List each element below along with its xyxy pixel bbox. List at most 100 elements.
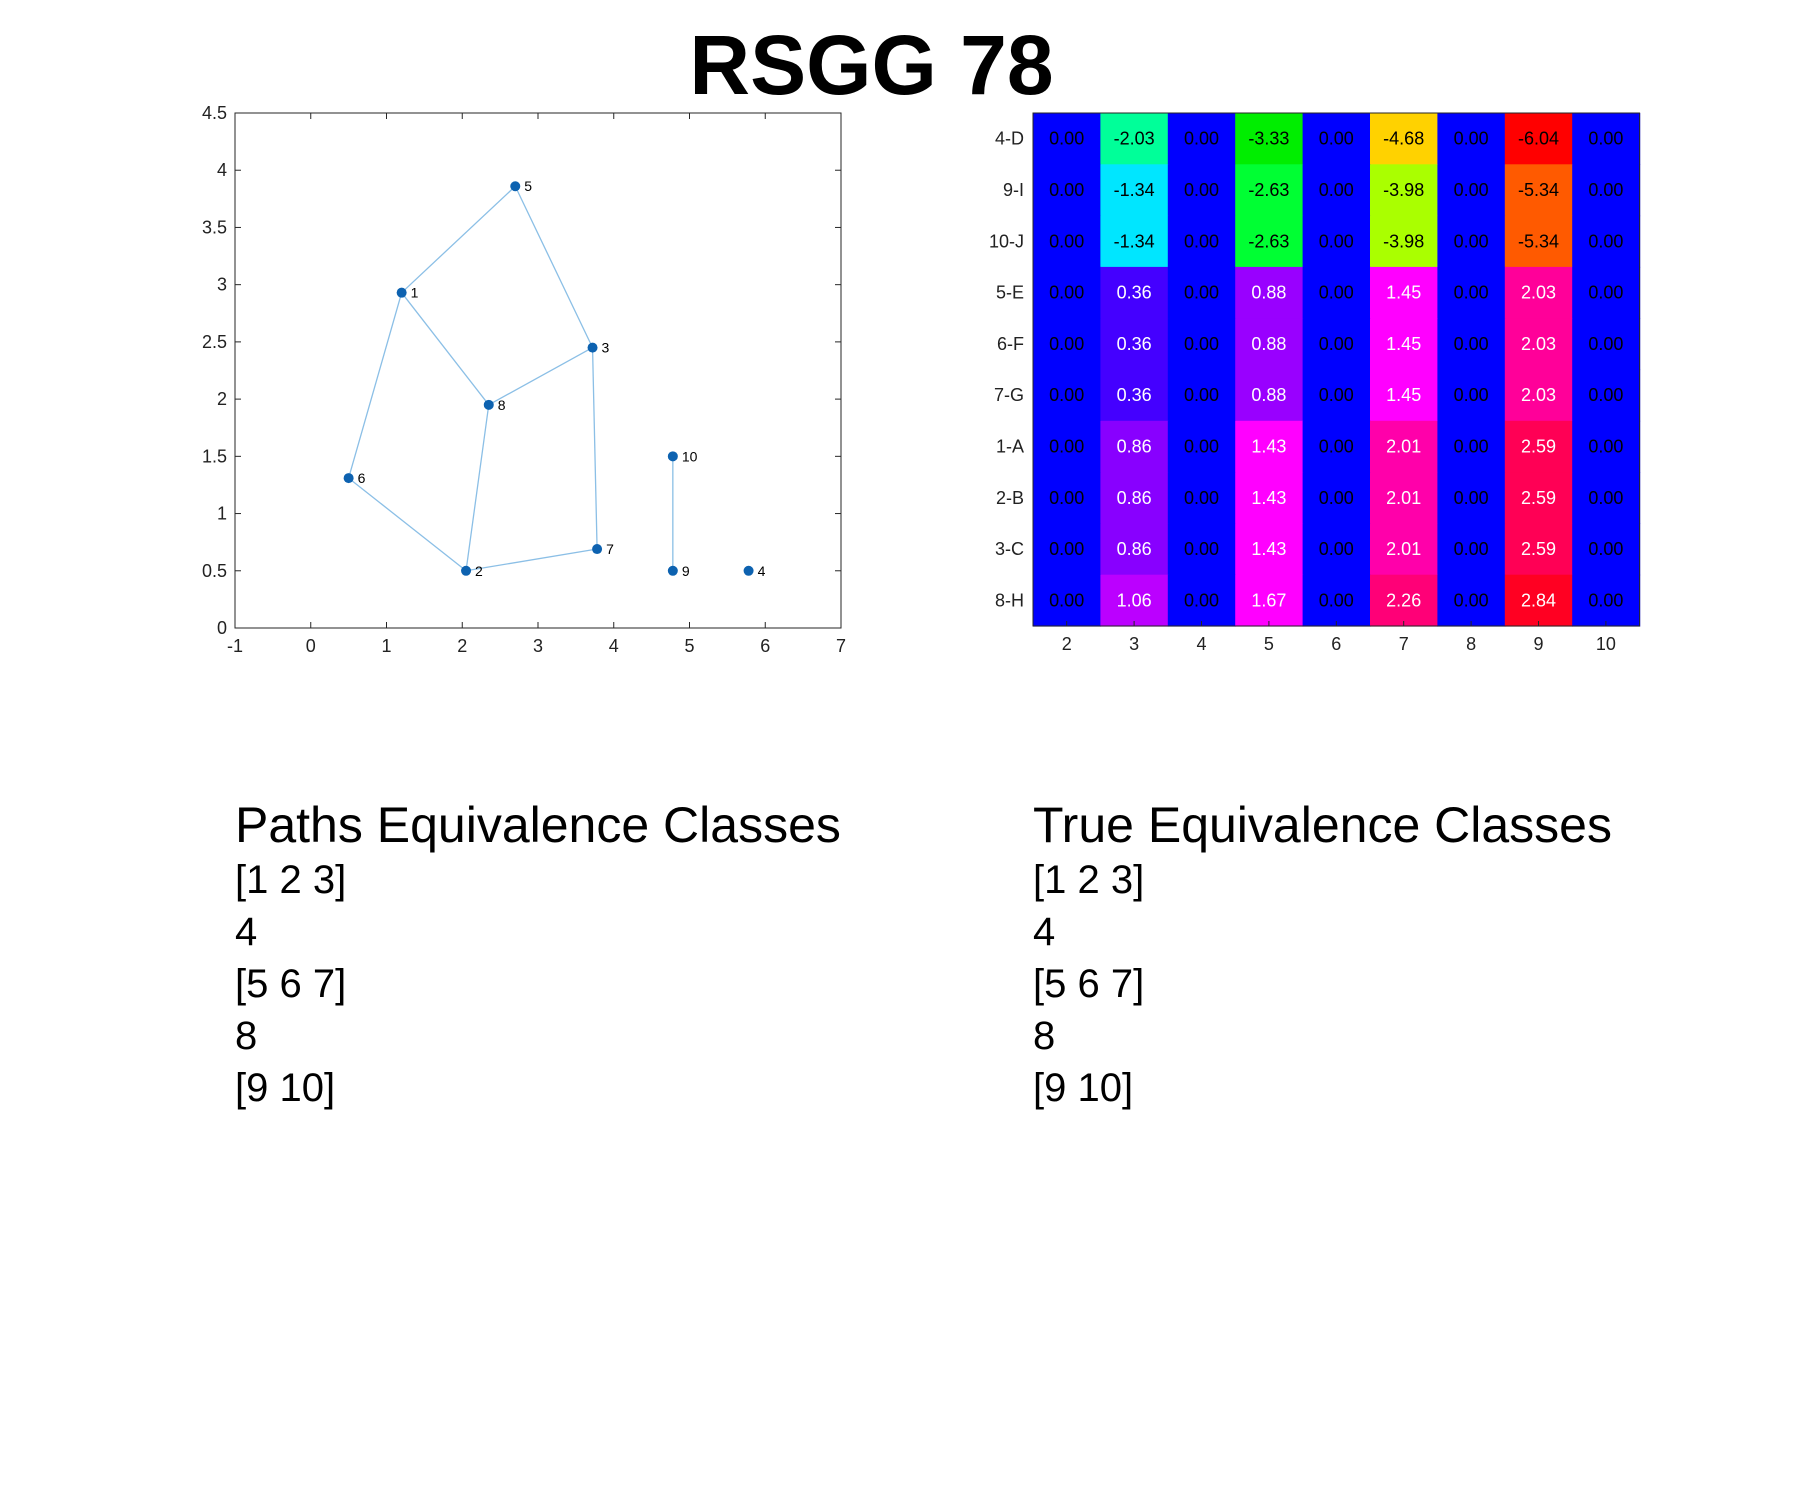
heatmap-cell-value: 0.00 — [1184, 129, 1219, 149]
heatmap-cell — [1235, 574, 1304, 627]
heatmap-cell-value: 0.00 — [1588, 283, 1623, 303]
heatmap-cell — [1572, 420, 1641, 473]
heatmap-cell-value: 0.00 — [1319, 180, 1354, 200]
heatmap-cell-value: 0.36 — [1117, 334, 1152, 354]
heatmap-cell-value: 1.45 — [1386, 283, 1421, 303]
heatmap-cell-value: 0.00 — [1049, 590, 1084, 610]
true-class-item: 4 — [1033, 910, 1056, 954]
graph-node-label: 3 — [602, 340, 610, 356]
heatmap-col-label: 2 — [1062, 634, 1072, 654]
true-classes-list: [1 2 3] 4 [5 6 7] 8 [9 10] — [1033, 854, 1612, 1114]
heatmap-cell-value: 1.45 — [1386, 385, 1421, 405]
heatmap-cell-value: 0.88 — [1251, 385, 1286, 405]
x-tick-label: 6 — [760, 636, 770, 656]
heatmap-cell — [1437, 472, 1506, 524]
y-tick-label: 3.5 — [202, 217, 227, 237]
heatmap-row-label: 1-A — [996, 436, 1024, 456]
heatmap-cell — [1302, 472, 1371, 524]
graph-node-label: 4 — [758, 563, 766, 579]
heatmap-cell-value: 0.00 — [1319, 488, 1354, 508]
heatmap-cell — [1572, 113, 1641, 165]
heatmap-cell — [1504, 266, 1573, 319]
heatmap-cell-value: -3.98 — [1383, 180, 1424, 200]
heatmap-cell — [1100, 472, 1169, 524]
heatmap-cell — [1235, 318, 1304, 371]
heatmap-cell-value: 2.03 — [1521, 385, 1556, 405]
heatmap-cell — [1100, 164, 1169, 217]
heatmap-cell-value: 0.00 — [1184, 231, 1219, 251]
heatmap-cell-value: 0.86 — [1117, 539, 1152, 559]
x-tick-label: 0 — [306, 636, 316, 656]
heatmap-cell — [1504, 420, 1573, 473]
graph-plot: -1 0 1 2 3 4 5 6 700.511.522.533.544.51234567891… — [202, 103, 846, 656]
heatmap-cell-value: 0.00 — [1588, 180, 1623, 200]
heatmap-cell-value: 0.00 — [1049, 231, 1084, 251]
heatmap-cell — [1167, 113, 1236, 165]
heatmap-cell-value: -6.04 — [1518, 129, 1559, 149]
x-tick-label: 3 — [533, 636, 543, 656]
heatmap-cell — [1167, 574, 1236, 627]
heatmap-row-label: 6-F — [997, 334, 1024, 354]
heatmap-cell — [1167, 215, 1236, 268]
heatmap-cell-value: 0.00 — [1588, 231, 1623, 251]
heatmap-cell-value: 0.00 — [1319, 590, 1354, 610]
y-tick-label: 4 — [217, 160, 227, 180]
heatmap-cell-value: 0.00 — [1049, 436, 1084, 456]
heatmap-cell-value: 1.67 — [1251, 590, 1286, 610]
heatmap-row-label: 8-H — [995, 590, 1024, 610]
heatmap-cell — [1302, 420, 1371, 473]
graph-node-label: 6 — [358, 470, 366, 486]
heatmap-cell-value: 0.00 — [1184, 436, 1219, 456]
heatmap-cell-value: 0.00 — [1588, 385, 1623, 405]
graph-node-label: 2 — [475, 563, 483, 579]
heatmap-cell — [1167, 523, 1236, 576]
heatmap-cell-value: 2.03 — [1521, 283, 1556, 303]
heatmap-cell — [1437, 574, 1506, 627]
heatmap-row-label: 10-J — [989, 231, 1024, 251]
heatmap-row-label: 7-G — [994, 385, 1024, 405]
y-tick-label: 4.5 — [202, 103, 227, 123]
heatmap-cell — [1235, 266, 1304, 319]
heatmap-cell-value: 0.00 — [1049, 180, 1084, 200]
y-tick-label: 2 — [217, 389, 227, 409]
heatmap-cell — [1235, 215, 1304, 268]
heatmap-cell-value: 0.36 — [1117, 385, 1152, 405]
heatmap-cell-value: 0.00 — [1454, 436, 1489, 456]
heatmap-cell — [1504, 113, 1573, 165]
heatmap-cell — [1572, 164, 1641, 217]
graph-edge — [348, 292, 403, 479]
heatmap-col-label: 9 — [1533, 634, 1543, 654]
heatmap-cell — [1033, 266, 1101, 319]
graph-node — [461, 565, 472, 576]
paths-class-item: 4 — [235, 910, 258, 954]
heatmap-cell-value: 2.01 — [1386, 539, 1421, 559]
heatmap-cell-value: 1.06 — [1117, 590, 1152, 610]
heatmap-row-label: 3-C — [995, 539, 1024, 559]
x-tick-label: 7 — [836, 636, 846, 656]
graph-node — [667, 451, 678, 462]
heatmap-col-label: 5 — [1264, 634, 1274, 654]
heatmap-cell-value: 0.00 — [1184, 180, 1219, 200]
heatmap-cell — [1437, 215, 1506, 268]
heatmap-cell — [1370, 523, 1438, 576]
true-class-item: [9 10] — [1033, 1066, 1134, 1110]
heatmap-cell — [1572, 472, 1641, 524]
paths-equivalence-classes: Paths Equivalence Classes [1 2 3] 4 [5 6… — [235, 796, 841, 1114]
heatmap-cell — [1167, 164, 1236, 217]
y-tick-label: 1.5 — [202, 446, 227, 466]
graph-node — [592, 544, 603, 555]
heatmap-cell — [1167, 369, 1236, 422]
heatmap-cell — [1572, 523, 1641, 576]
heatmap-cell-value: -1.34 — [1114, 180, 1155, 200]
heatmap-cell — [1033, 523, 1101, 576]
heatmap-cell — [1370, 164, 1438, 217]
graph-node-label: 8 — [498, 397, 506, 413]
graph-edge — [348, 477, 467, 572]
paths-classes-heading: Paths Equivalence Classes — [235, 797, 841, 853]
y-tick-label: 0.5 — [202, 561, 227, 581]
heatmap-cell — [1235, 164, 1304, 217]
heatmap-cell-value: -5.34 — [1518, 180, 1559, 200]
heatmap-cell-value: 0.00 — [1454, 283, 1489, 303]
heatmap-col-label: 8 — [1466, 634, 1476, 654]
heatmap-cell — [1302, 318, 1371, 371]
